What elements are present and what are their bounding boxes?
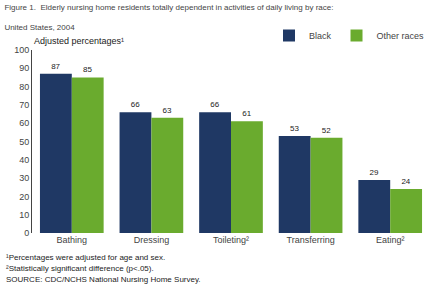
- svg-text:24: 24: [401, 177, 410, 186]
- svg-text:Black: Black: [309, 31, 332, 41]
- svg-text:Figure 1. Elderly nursing hom: Figure 1. Elderly nursing home residents…: [4, 3, 333, 12]
- svg-text:¹Percentages were adjusted for: ¹Percentages were adjusted for age and s…: [6, 253, 165, 262]
- svg-text:63: 63: [163, 106, 172, 115]
- svg-text:Other races: Other races: [377, 31, 425, 41]
- svg-text:52: 52: [322, 126, 331, 135]
- svg-text:²Statistically significant dif: ²Statistically significant difference (p…: [6, 264, 154, 273]
- svg-text:66: 66: [131, 100, 140, 109]
- svg-text:70: 70: [19, 100, 29, 110]
- svg-text:20: 20: [19, 192, 29, 202]
- svg-text:Toileting²: Toileting²: [213, 235, 249, 245]
- svg-text:60: 60: [19, 118, 29, 128]
- svg-text:SOURCE: CDC/NCHS National Nurs: SOURCE: CDC/NCHS National Nursing Home S…: [6, 275, 201, 284]
- svg-text:80: 80: [19, 82, 29, 92]
- svg-text:Eating²: Eating²: [376, 235, 405, 245]
- svg-text:United States, 2004: United States, 2004: [4, 23, 75, 32]
- svg-text:30: 30: [19, 173, 29, 183]
- svg-text:Adjusted percentages¹: Adjusted percentages¹: [34, 36, 124, 46]
- svg-text:29: 29: [370, 168, 379, 177]
- svg-text:85: 85: [83, 65, 92, 74]
- svg-text:40: 40: [19, 155, 29, 165]
- svg-text:10: 10: [19, 210, 29, 220]
- svg-text:90: 90: [19, 63, 29, 73]
- svg-text:Bathing: Bathing: [57, 235, 88, 245]
- svg-text:87: 87: [51, 62, 60, 71]
- svg-text:50: 50: [19, 137, 29, 147]
- svg-text:100: 100: [14, 45, 29, 55]
- svg-text:53: 53: [290, 124, 299, 133]
- svg-text:0: 0: [24, 228, 29, 238]
- svg-text:Dressing: Dressing: [134, 235, 170, 245]
- svg-text:Transferring: Transferring: [287, 235, 335, 245]
- svg-text:66: 66: [210, 100, 219, 109]
- svg-text:61: 61: [242, 109, 251, 118]
